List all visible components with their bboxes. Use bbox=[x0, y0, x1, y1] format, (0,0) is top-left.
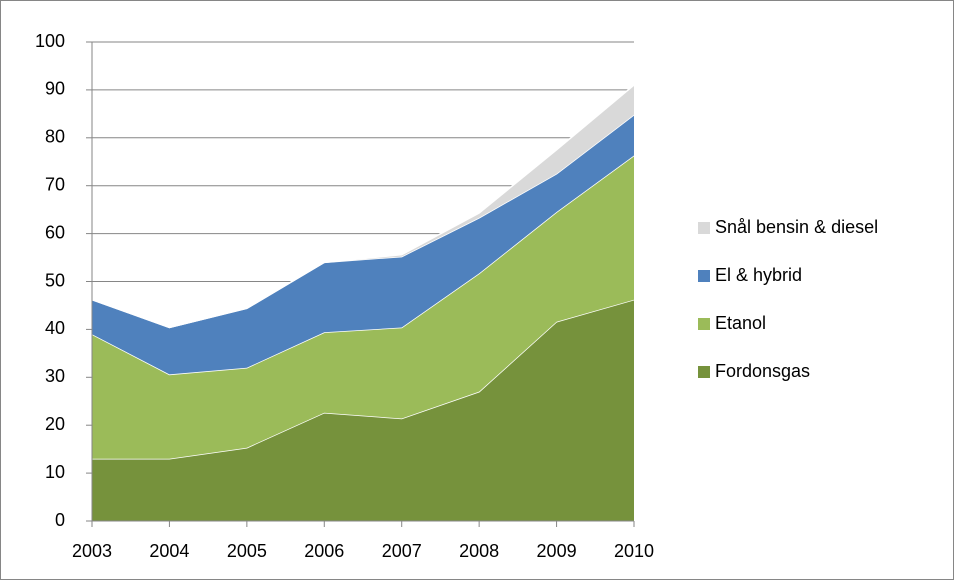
y-tick-label: 70 bbox=[45, 174, 65, 194]
area bbox=[92, 114, 634, 375]
y-tick-label: 10 bbox=[45, 462, 65, 482]
legend-swatch bbox=[698, 222, 710, 234]
x-tick-label: 2010 bbox=[614, 541, 654, 561]
y-tick-label: 30 bbox=[45, 366, 65, 386]
legend-swatch bbox=[698, 366, 710, 378]
y-tick-label: 60 bbox=[45, 222, 65, 242]
x-tick-label: 2006 bbox=[304, 541, 344, 561]
x-tick-label: 2003 bbox=[72, 541, 112, 561]
y-tick-label: 40 bbox=[45, 318, 65, 338]
legend-swatch bbox=[698, 270, 710, 282]
x-tick-label: 2004 bbox=[149, 541, 189, 561]
legend-swatch bbox=[698, 318, 710, 330]
legend-label: El & hybrid bbox=[715, 265, 802, 285]
legend-label: Snål bensin & diesel bbox=[715, 217, 878, 237]
legend-label: Etanol bbox=[715, 313, 766, 333]
area-edge bbox=[91, 84, 635, 329]
x-tick-label: 2005 bbox=[227, 541, 267, 561]
y-tick-label: 20 bbox=[45, 414, 65, 434]
x-tick-label: 2008 bbox=[459, 541, 499, 561]
x-tick-label: 2009 bbox=[537, 541, 577, 561]
y-tick-label: 0 bbox=[55, 510, 65, 530]
y-tick-label: 80 bbox=[45, 127, 65, 147]
area bbox=[92, 155, 634, 459]
y-tick-label: 90 bbox=[45, 79, 65, 99]
legend-label: Fordonsgas bbox=[715, 361, 810, 381]
y-tick-label: 100 bbox=[35, 31, 65, 51]
area bbox=[92, 299, 634, 521]
y-tick-label: 50 bbox=[45, 270, 65, 290]
x-tick-label: 2007 bbox=[382, 541, 422, 561]
